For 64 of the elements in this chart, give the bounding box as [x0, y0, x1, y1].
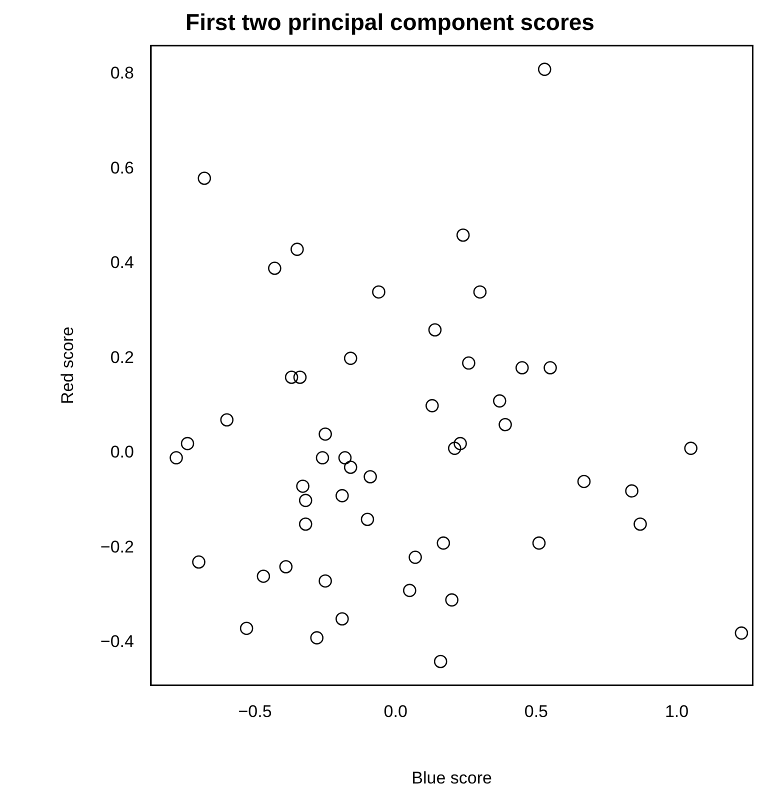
point [428, 323, 442, 337]
x-tick-label: 0.5 [524, 702, 548, 722]
point [473, 285, 487, 299]
y-tick-label: −0.2 [100, 537, 134, 556]
point [456, 228, 470, 242]
point [360, 512, 374, 526]
x-tick-label: −0.5 [238, 702, 272, 722]
point [436, 536, 450, 550]
point [577, 474, 591, 488]
y-tick-label: −0.4 [100, 632, 134, 652]
y-axis-title: Red score [58, 326, 77, 404]
chart-title: First two principal component scores [186, 9, 594, 36]
point [284, 370, 298, 384]
point [532, 536, 546, 550]
point [372, 285, 386, 299]
point [344, 460, 358, 474]
point [198, 172, 212, 185]
point [492, 394, 506, 408]
point [296, 480, 310, 493]
point [336, 612, 349, 626]
point [498, 418, 512, 432]
point [734, 626, 748, 640]
y-tick-label: 0.0 [110, 442, 134, 462]
point [240, 622, 254, 635]
point [364, 470, 377, 484]
point [454, 436, 467, 450]
point [515, 361, 529, 374]
point [344, 352, 358, 365]
point [625, 484, 638, 498]
y-tick-label: 0.2 [110, 348, 134, 367]
point [544, 361, 557, 374]
y-tick-label: 0.8 [110, 64, 134, 83]
point [298, 517, 312, 531]
point [192, 555, 206, 569]
point [425, 399, 439, 412]
x-tick-label: 1.0 [664, 702, 689, 722]
point [180, 436, 194, 450]
point [298, 494, 312, 508]
point [434, 654, 448, 668]
point [445, 593, 458, 607]
point [318, 574, 332, 588]
point [684, 442, 698, 455]
y-tick-label: 0.6 [110, 158, 134, 178]
point [634, 517, 647, 531]
point [403, 584, 416, 598]
point [318, 427, 332, 441]
y-tick-label: 0.4 [110, 253, 134, 272]
point [408, 550, 422, 564]
point [268, 262, 282, 275]
point [293, 370, 307, 384]
point [316, 451, 330, 464]
point [336, 489, 349, 502]
point [170, 451, 183, 464]
point [338, 451, 352, 464]
point [256, 570, 270, 583]
point [310, 631, 324, 644]
point [538, 62, 552, 76]
point [290, 242, 304, 256]
x-tick-label: 0.0 [384, 702, 408, 722]
point [220, 413, 234, 427]
point [462, 356, 476, 370]
point [448, 442, 462, 455]
point [279, 560, 293, 574]
x-axis-title: Blue score [412, 768, 492, 788]
